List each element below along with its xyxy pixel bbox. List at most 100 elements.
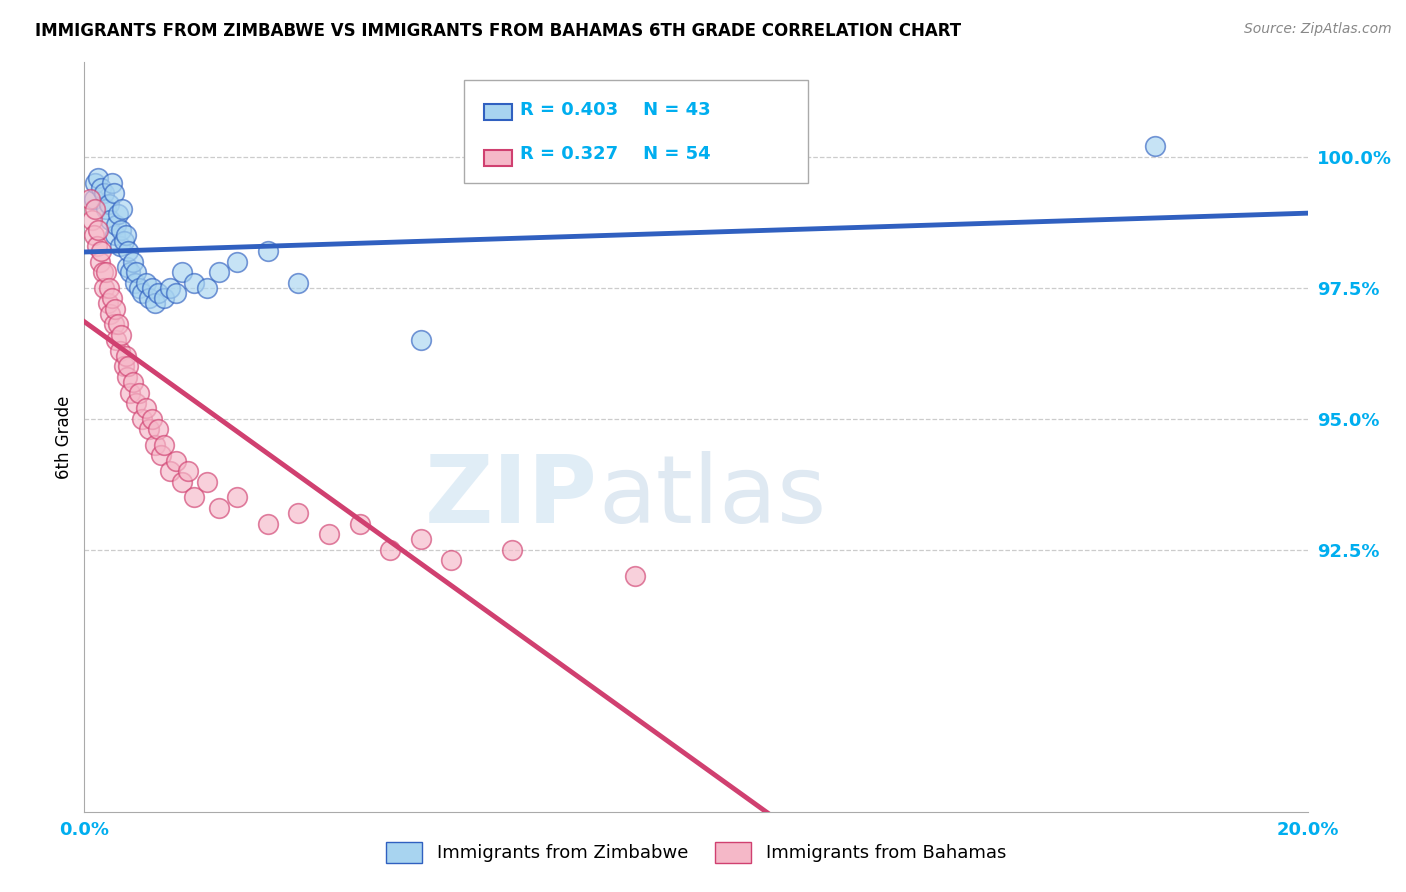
Point <box>208 500 231 515</box>
Point <box>115 369 138 384</box>
Point <box>83 228 105 243</box>
Point <box>108 239 131 253</box>
Point <box>110 223 132 237</box>
Point <box>90 181 112 195</box>
Point <box>120 265 142 279</box>
Text: Source: ZipAtlas.com: Source: ZipAtlas.com <box>1244 22 1392 37</box>
Point <box>79 192 101 206</box>
Point <box>165 453 187 467</box>
Point <box>90 244 112 258</box>
Point <box>257 244 280 258</box>
Point <box>115 349 138 363</box>
Point <box>135 401 157 416</box>
Point <box>146 285 169 300</box>
Text: IMMIGRANTS FROM ZIMBABWE VS IMMIGRANTS FROM BAHAMAS 6TH GRADE CORRELATION CHART: IMMIGRANTS FROM ZIMBABWE VS IMMIGRANTS F… <box>35 22 962 40</box>
Point <box>124 276 146 290</box>
Point <box>103 318 125 332</box>
Point <box>104 301 127 316</box>
Point <box>122 254 145 268</box>
Point <box>131 285 153 300</box>
Point <box>91 265 114 279</box>
Point <box>87 170 110 185</box>
Point <box>117 244 139 258</box>
Point <box>110 327 132 342</box>
Point <box>502 542 524 557</box>
Point <box>208 265 231 279</box>
Point <box>143 296 166 310</box>
Text: atlas: atlas <box>598 451 827 543</box>
Point <box>89 254 111 268</box>
Point <box>153 438 176 452</box>
Point <box>172 265 194 279</box>
Point <box>112 234 135 248</box>
Point <box>153 291 176 305</box>
Point <box>409 333 432 347</box>
Point <box>115 260 138 274</box>
Point <box>83 192 105 206</box>
Point <box>80 212 103 227</box>
Text: ZIP: ZIP <box>425 451 598 543</box>
Point <box>84 176 107 190</box>
Text: R = 0.403    N = 43: R = 0.403 N = 43 <box>520 101 711 119</box>
Point <box>409 533 432 547</box>
Point <box>97 197 120 211</box>
Point <box>141 411 163 425</box>
Point <box>146 422 169 436</box>
Text: R = 0.327    N = 54: R = 0.327 N = 54 <box>520 145 711 163</box>
Point <box>105 333 128 347</box>
Point <box>93 186 115 201</box>
Point <box>103 186 125 201</box>
Point <box>101 176 124 190</box>
Point <box>128 385 150 400</box>
Point <box>138 291 160 305</box>
Point <box>97 296 120 310</box>
Point <box>138 422 160 436</box>
Point <box>141 281 163 295</box>
Point <box>135 276 157 290</box>
Point <box>87 223 110 237</box>
Point <box>183 276 205 290</box>
Y-axis label: 6th Grade: 6th Grade <box>55 395 73 479</box>
Point <box>108 343 131 358</box>
Point <box>94 265 117 279</box>
Point <box>84 202 107 216</box>
Point <box>287 506 309 520</box>
Point <box>159 281 181 295</box>
Point <box>93 281 115 295</box>
Point <box>287 276 309 290</box>
Point <box>624 569 647 583</box>
Point <box>183 491 205 505</box>
Point <box>101 291 124 305</box>
Point <box>257 516 280 531</box>
Point <box>98 307 121 321</box>
Point <box>104 228 127 243</box>
Point <box>107 318 129 332</box>
Point <box>149 449 172 463</box>
Point <box>128 281 150 295</box>
Point <box>97 281 120 295</box>
Point <box>112 359 135 374</box>
Point <box>159 464 181 478</box>
Point <box>120 385 142 400</box>
Point <box>195 475 218 489</box>
Point <box>122 375 145 389</box>
Point <box>172 475 194 489</box>
Point <box>226 491 249 505</box>
Point <box>226 254 249 268</box>
Point <box>98 212 121 227</box>
Point <box>107 207 129 221</box>
Point <box>195 281 218 295</box>
Point <box>177 464 200 478</box>
Point <box>380 542 402 557</box>
Point <box>143 438 166 452</box>
Point <box>115 228 138 243</box>
Point <box>440 553 463 567</box>
Point <box>94 202 117 216</box>
Point <box>105 218 128 232</box>
Point <box>117 359 139 374</box>
Point <box>349 516 371 531</box>
Point <box>125 396 148 410</box>
Point <box>318 527 340 541</box>
Point <box>125 265 148 279</box>
Point <box>165 285 187 300</box>
